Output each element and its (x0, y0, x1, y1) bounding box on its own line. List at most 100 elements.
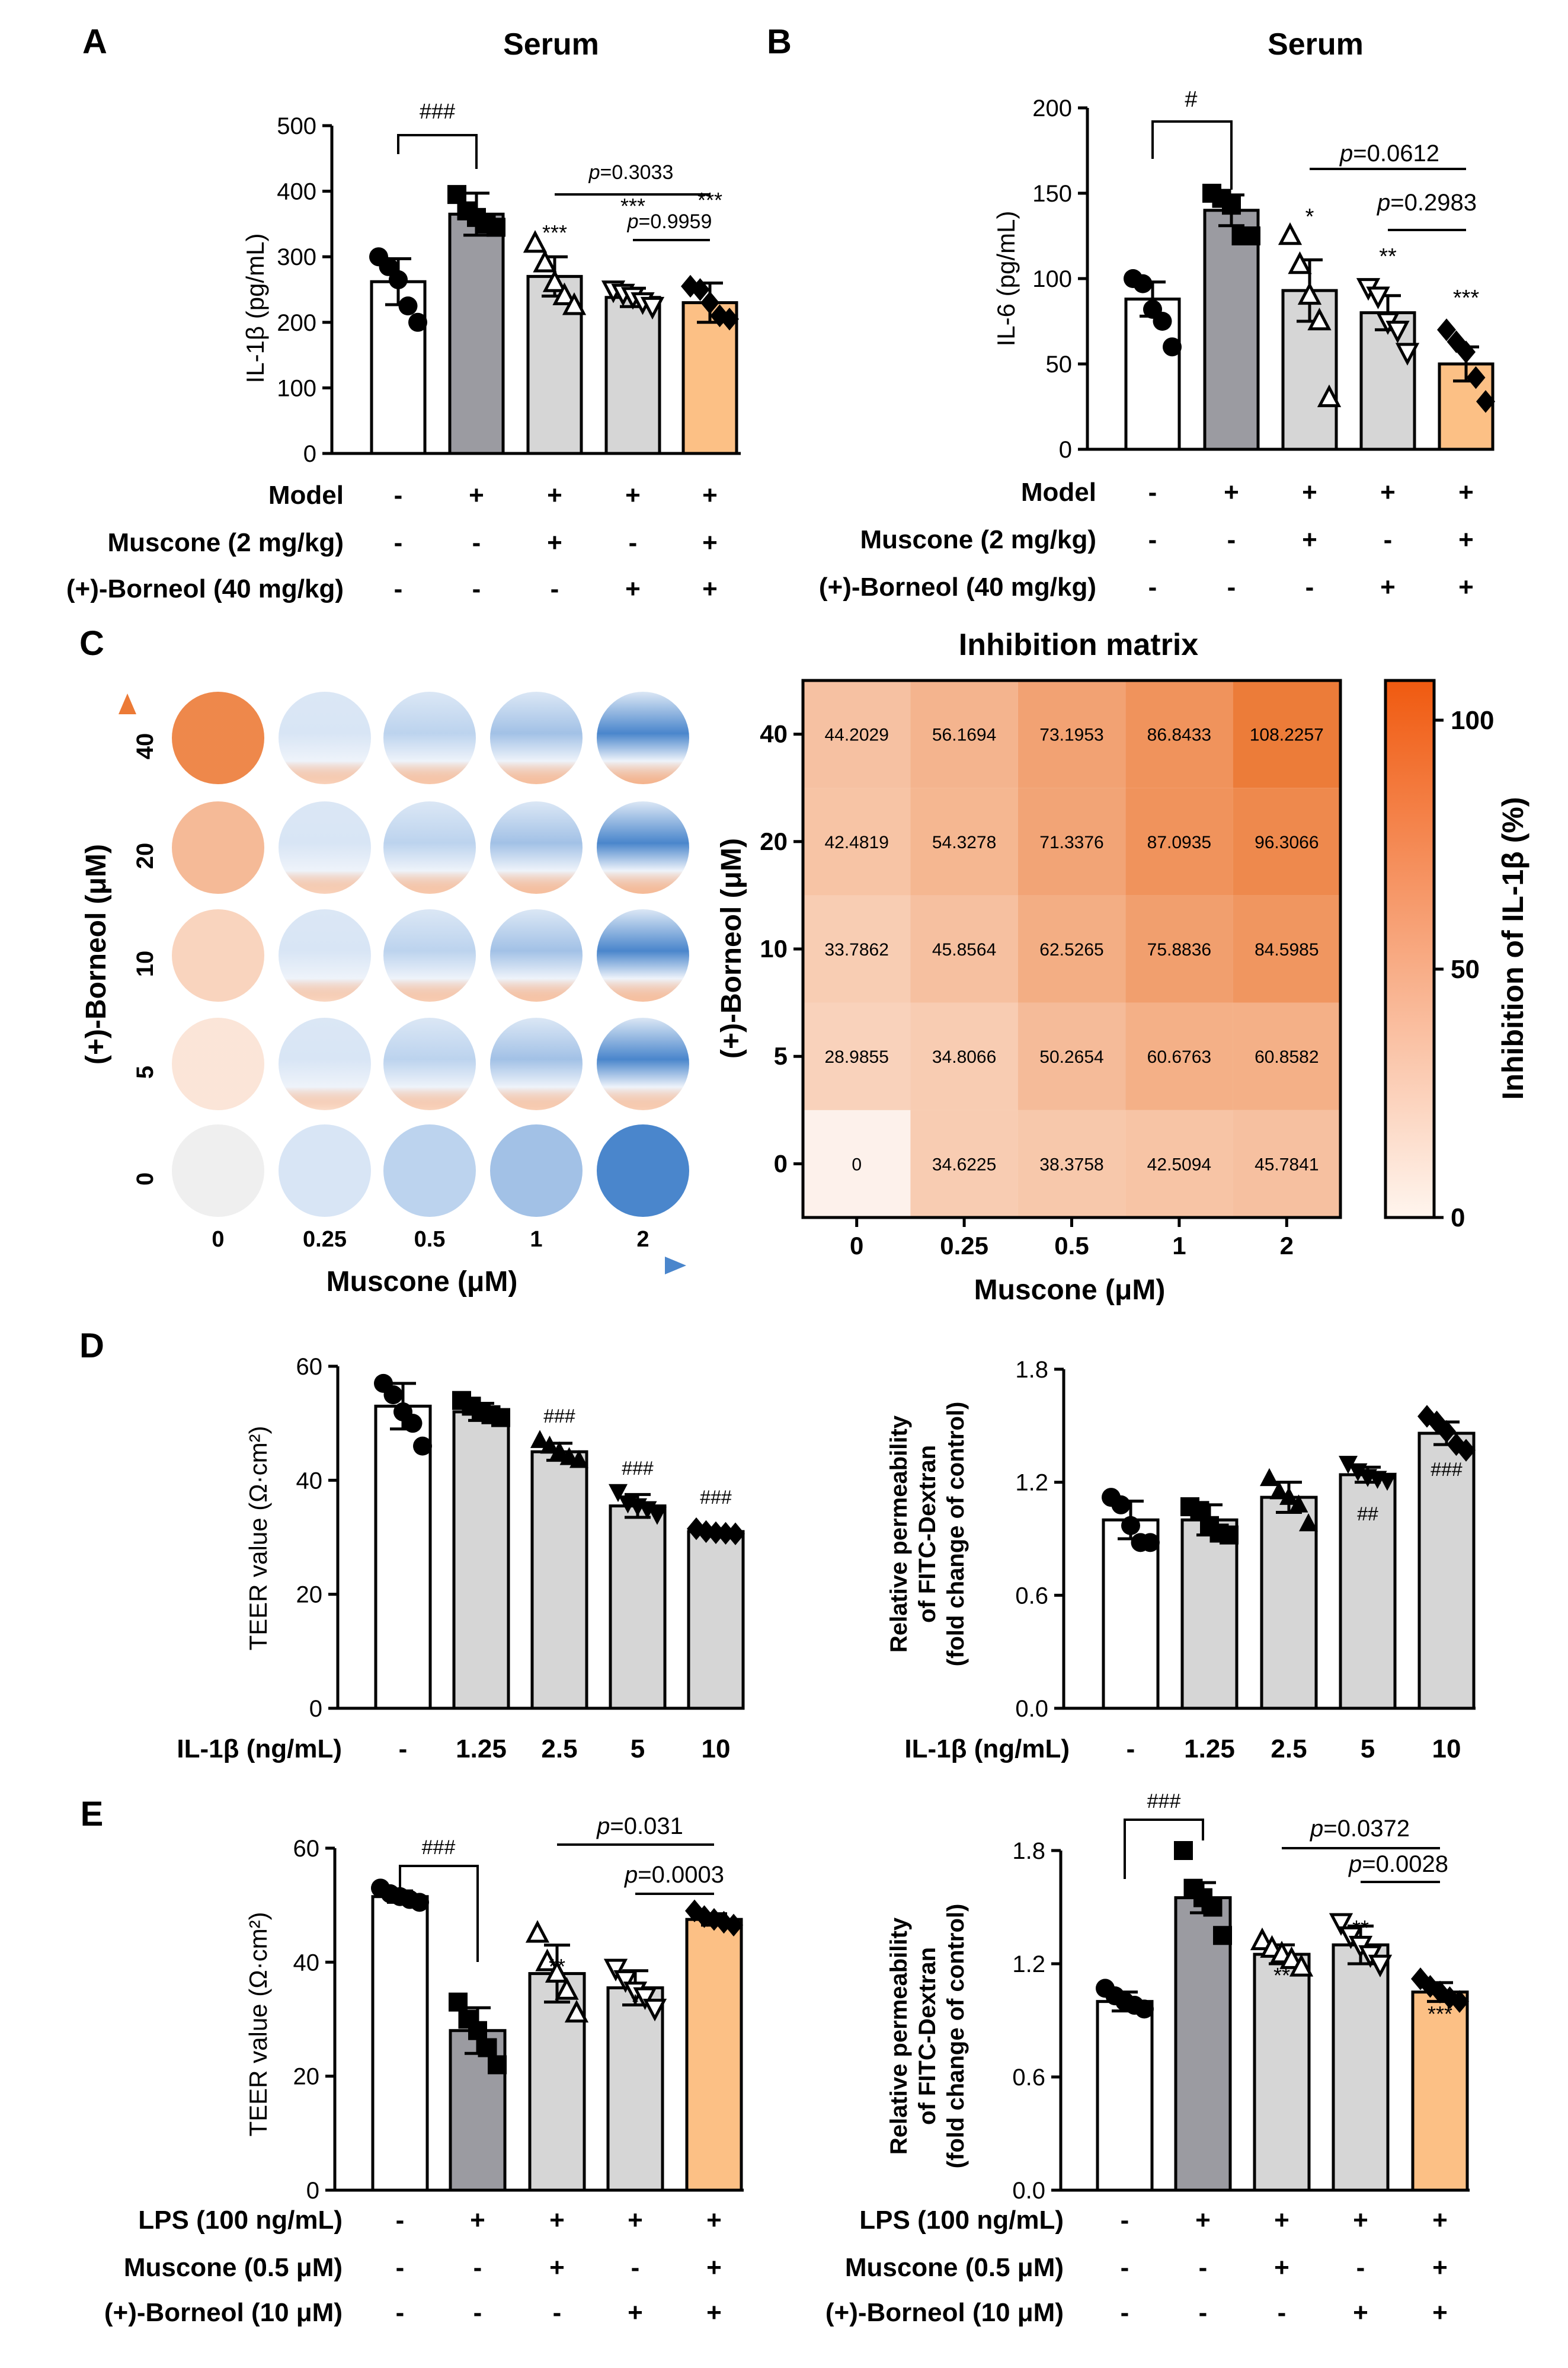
data-point (535, 1948, 559, 1971)
p-value: p=0.0372 (1310, 1816, 1410, 1842)
x-row-label: IL-1β (ng/mL) (904, 1734, 1070, 1763)
data-point (408, 312, 427, 332)
y-axis-label-D2: (fold change of control) (943, 1402, 969, 1667)
combination-circle (172, 1018, 264, 1110)
data-point (410, 1893, 429, 1912)
y-axis-label-E2: of FITC-Dextran (914, 1947, 940, 2125)
data-point (613, 1970, 638, 1993)
data-point (533, 250, 557, 273)
y-tick-label: 1.2 (1015, 1470, 1048, 1496)
p-value: p=0.031 (596, 1813, 683, 1839)
sig-mark: ### (422, 1836, 456, 1859)
heatmap-x-tick: 0 (850, 1232, 863, 1260)
data-point (1437, 318, 1456, 341)
x-row-label: IL-1β (ng/mL) (177, 1734, 342, 1763)
heatmap-value: 54.3278 (932, 833, 996, 852)
sig-mark: *** (697, 188, 722, 212)
treatment-value: + (1353, 2206, 1368, 2235)
data-point (648, 1507, 667, 1525)
bar (687, 1530, 745, 1710)
circle-y-tick: 40 (132, 733, 158, 760)
chart-B: 0 50 100 150 200 (1032, 95, 1495, 463)
sig-mark: ### (420, 99, 455, 123)
treatment-value: + (547, 481, 562, 510)
x-value: 2.5 (1271, 1734, 1307, 1763)
data-point (1260, 1468, 1279, 1487)
bar (1332, 1943, 1390, 2192)
data-point (1329, 1913, 1353, 1936)
y-tick-label: 1.2 (1012, 1951, 1045, 1977)
x-value: 2.5 (541, 1734, 577, 1763)
y-tick-label: 100 (277, 375, 316, 401)
treatment-value: - (1199, 2253, 1208, 2282)
data-point (545, 1960, 569, 1983)
heatmap-value: 84.5985 (1255, 940, 1319, 960)
heatmap-cell (1125, 1110, 1233, 1217)
treatment-label: Model (268, 481, 344, 510)
sig-mark: ### (622, 1458, 654, 1479)
treatment-value: + (706, 2298, 722, 2327)
y-tick-label: 100 (1032, 266, 1072, 292)
treatment-value: + (1274, 2206, 1289, 2235)
data-point (523, 230, 548, 253)
bar (1411, 1990, 1469, 2192)
data-point (720, 308, 739, 331)
sig-mark: ** (1352, 1916, 1369, 1940)
treatment-value: + (1432, 2253, 1448, 2282)
sig-mark: ### (1431, 1459, 1463, 1480)
treatment-value: + (1195, 2206, 1211, 2235)
heatmap-cell (803, 1002, 911, 1110)
y-tick-label: 20 (296, 1582, 323, 1608)
bar (530, 1450, 588, 1710)
data-point (1368, 1954, 1393, 1977)
circle-x-label: Muscone (μM) (327, 1266, 518, 1298)
treatment-value: + (1302, 478, 1317, 507)
data-point (550, 1441, 569, 1460)
data-point (1466, 366, 1486, 389)
data-point (1348, 1463, 1368, 1482)
sig-mark: * (631, 1990, 639, 2014)
treatment-value: + (1380, 573, 1396, 602)
combination-circle (172, 692, 264, 784)
treatment-value: - (396, 2206, 405, 2235)
heatmap-cell (1017, 680, 1126, 788)
heatmap-cell (1125, 895, 1233, 1003)
data-point (1135, 1999, 1154, 2019)
data-point (633, 1987, 657, 2011)
combination-circle (279, 692, 371, 784)
data-point (1141, 1533, 1160, 1552)
data-point (1153, 312, 1172, 331)
data-point (525, 1920, 550, 1943)
data-point (398, 296, 418, 316)
x-value: 10 (1432, 1734, 1461, 1763)
data-point (1297, 282, 1322, 305)
heatmap-value: 34.6225 (932, 1155, 996, 1174)
colorbar (1384, 679, 1436, 1219)
heatmap-value: 33.7862 (824, 940, 888, 960)
treatment-value: - (472, 528, 481, 557)
p-value: p=0.9959 (627, 210, 712, 233)
treatment-value: - (1199, 2298, 1208, 2327)
x-value: - (399, 1734, 408, 1763)
treatment-value: - (1227, 573, 1236, 602)
data-point (700, 291, 719, 314)
combination-circle (279, 801, 371, 894)
treatment-value: - (473, 2298, 482, 2327)
combination-circle (383, 801, 476, 894)
heatmap-value: 45.7841 (1255, 1155, 1319, 1174)
treatment-value: - (631, 2253, 640, 2282)
chart-E-TEER: 0 20 40 60 (293, 1836, 744, 2204)
heatmap-cell (910, 680, 1018, 788)
heatmap-cell (803, 788, 911, 896)
sig-mark: ** (1379, 244, 1397, 269)
heatmap-cell (1125, 788, 1233, 896)
data-point (1174, 1841, 1193, 1860)
heatmap-value: 73.1953 (1039, 726, 1103, 745)
treatment-value: + (628, 2206, 643, 2235)
heatmap-title: Inhibition matrix (959, 628, 1199, 662)
x-value: 5 (631, 1734, 645, 1763)
data-point (1203, 1897, 1223, 1917)
combination-circle (172, 801, 264, 894)
sig-mark: # (1185, 87, 1197, 112)
circle-x-tick: 0 (212, 1227, 224, 1252)
